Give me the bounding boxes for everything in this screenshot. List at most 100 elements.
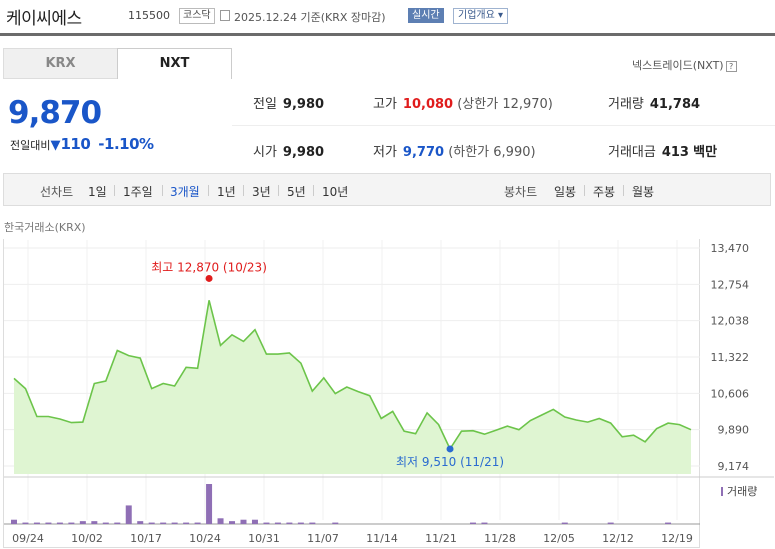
current-price: 9,870	[8, 95, 102, 131]
volume-bar	[11, 519, 17, 524]
period-monthly[interactable]: 월봉	[632, 185, 655, 199]
divider	[162, 185, 163, 196]
x-tick-label: 11/07	[307, 532, 339, 545]
volume-bar	[102, 522, 109, 524]
volume-bar	[286, 522, 293, 524]
summary-divider	[232, 125, 775, 126]
candle-chart-label[interactable]: 봉차트	[504, 185, 538, 199]
header-divider	[0, 33, 775, 36]
x-tick-label: 11/14	[366, 532, 398, 545]
open-value: 9,980	[282, 145, 325, 160]
min-label: 최저 9,510 (11/21)	[396, 455, 504, 469]
amount-value: 413	[661, 145, 689, 160]
period-5y[interactable]: 5년	[287, 185, 306, 199]
nxt-link[interactable]: 넥스트레이드(NXT)?	[632, 57, 737, 73]
divider	[584, 185, 585, 196]
max-point-marker	[205, 274, 213, 282]
volume-bar	[56, 522, 63, 524]
volume-bar	[263, 522, 270, 524]
price-chart: 13,470 12,754 12,038 11,322 10,606 9,890 9,174…	[0, 230, 775, 549]
volume-bar	[194, 522, 201, 524]
volume-bar	[332, 522, 339, 524]
divider	[623, 185, 624, 196]
stock-code: 115500	[128, 9, 170, 22]
trade-amount: 거래대금 413 백만	[608, 141, 717, 160]
price-line	[13, 300, 692, 451]
period-3m[interactable]: 3개월	[170, 185, 200, 199]
period-daily[interactable]: 일봉	[554, 185, 577, 199]
stock-name: 케이씨에스	[6, 9, 82, 29]
tab-nxt[interactable]: NXT	[117, 48, 232, 79]
realtime-button[interactable]: 실시간	[408, 8, 444, 23]
change-label: 전일대비	[10, 139, 51, 152]
volume-bar	[607, 522, 614, 524]
volume-bar	[171, 522, 178, 524]
prev-close-value: 9,980	[282, 97, 325, 112]
volume: 거래량 41,784	[608, 93, 700, 112]
chart-svg: 13,470 12,754 12,038 11,322 10,606 9,890 9,174…	[4, 240, 774, 545]
chart-toolbar: 선차트 1일 1주일 3개월 1년 3년 5년 10년 봉차트 일봉 주봉 월봉	[3, 173, 771, 206]
x-tick-label: 11/21	[425, 532, 457, 545]
period-10y[interactable]: 10년	[322, 185, 349, 199]
change-value: 110	[60, 135, 91, 153]
volume-label: 거래량	[608, 97, 644, 112]
period-1d[interactable]: 1일	[88, 185, 107, 199]
x-tick-label: 10/31	[248, 532, 280, 545]
volume-value: 41,784	[649, 97, 701, 112]
volume-bar	[469, 522, 476, 524]
market-badge: 코스닥	[179, 8, 215, 24]
price-change: 전일대비▼110 -1.10%	[10, 135, 154, 153]
max-label: 최고 12,870 (10/23)	[151, 260, 267, 274]
help-icon[interactable]: ?	[725, 61, 737, 72]
period-1w[interactable]: 1주일	[123, 185, 153, 199]
volume-bar	[160, 522, 167, 524]
period-1y[interactable]: 1년	[217, 185, 236, 199]
divider	[278, 185, 279, 196]
volume-bar	[22, 522, 29, 524]
volume-bar	[79, 521, 86, 524]
volume-bar	[33, 522, 40, 524]
volume-bar	[137, 521, 144, 524]
divider	[208, 185, 209, 196]
divider	[114, 185, 115, 196]
line-chart-label[interactable]: 선차트	[40, 185, 74, 199]
x-tick-label: 10/02	[71, 532, 103, 545]
x-tick-label: 11/28	[484, 532, 516, 545]
prev-close: 전일 9,980	[253, 93, 324, 112]
volume-legend-marker	[721, 487, 723, 496]
y-tick-label: 13,470	[711, 242, 750, 255]
nxt-link-label: 넥스트레이드(NXT)	[632, 59, 724, 72]
down-arrow-icon: ▼	[50, 138, 61, 153]
min-point-marker	[446, 445, 454, 453]
chart-source: 한국거래소(KRX)	[4, 221, 86, 234]
company-info-dropdown[interactable]: 기업개요 ▾	[453, 8, 509, 24]
low-price: 저가 9,770 (하한가 6,990)	[373, 141, 536, 160]
volume-bar	[68, 522, 75, 524]
period-3y[interactable]: 3년	[252, 185, 271, 199]
stock-header: 케이씨에스 115500 코스닥 2025.12.24 기준(KRX 장마감) …	[0, 0, 775, 36]
x-tick-label: 12/05	[543, 532, 575, 545]
volume-bar	[251, 519, 258, 524]
volume-bar	[240, 519, 247, 524]
x-tick-label: 09/24	[12, 532, 44, 545]
x-tick-label: 10/24	[189, 532, 221, 545]
high-label: 고가	[373, 97, 397, 112]
open-label: 시가	[253, 145, 277, 160]
volume-bar	[206, 484, 213, 524]
divider	[243, 185, 244, 196]
volume-bar	[481, 522, 488, 524]
volume-bar	[125, 505, 132, 524]
base-date: 2025.12.24 기준(KRX 장마감)	[234, 11, 386, 24]
upper-limit: (상한가 12,970)	[457, 97, 553, 112]
lower-limit: (하한가 6,990)	[448, 145, 536, 160]
period-weekly[interactable]: 주봉	[593, 185, 616, 199]
volume-bar	[114, 522, 121, 524]
tab-krx[interactable]: KRX	[3, 48, 118, 79]
y-tick-label: 12,038	[711, 315, 750, 328]
volume-bar	[148, 522, 155, 524]
amount-label: 거래대금	[608, 145, 656, 160]
exchange-tabs: KRX NXT	[3, 48, 232, 80]
volume-bar	[229, 521, 236, 524]
divider	[313, 185, 314, 196]
y-tick-label: 11,322	[711, 351, 750, 364]
